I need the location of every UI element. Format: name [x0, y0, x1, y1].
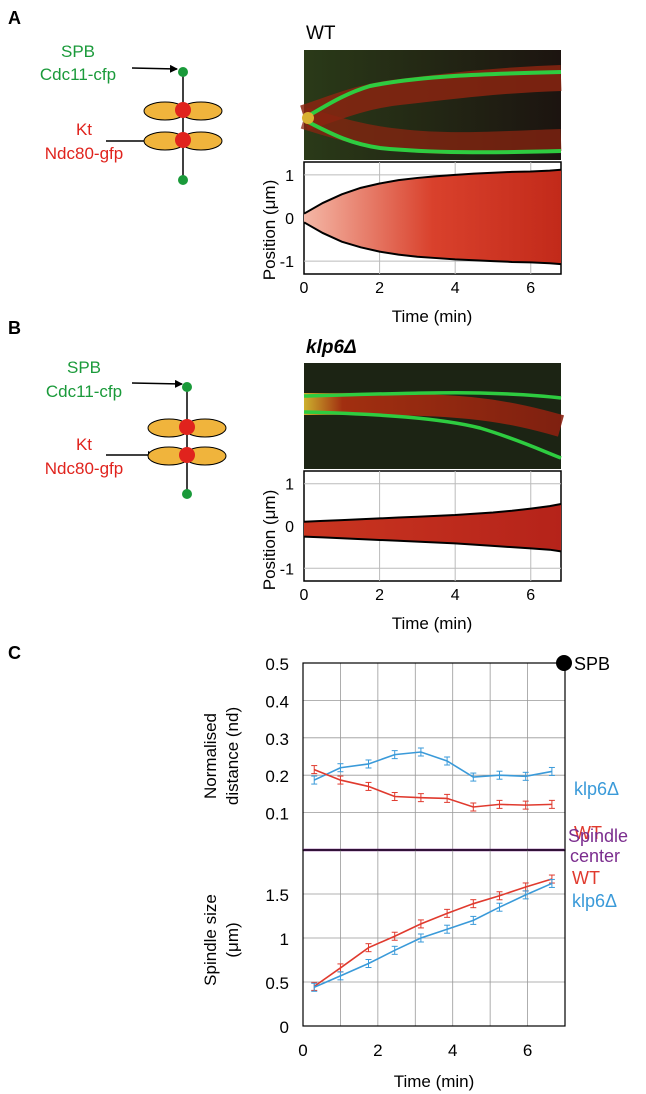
- x-tick-label: 4: [451, 587, 460, 604]
- x-axis-label-b: Time (min): [392, 614, 473, 633]
- y-tick-label: 0.1: [265, 805, 289, 824]
- spb-trace-upper-a: [303, 168, 562, 215]
- size-chart: 1.5 1 0.5 00 2 4 6 Spindle size (μm) Time (min…: [201, 849, 617, 1091]
- series-line-klp6: [313, 882, 553, 989]
- x-tick-label: 6: [526, 587, 535, 604]
- kt-dot-top: [179, 419, 195, 435]
- kt-distribution-area-b: [304, 504, 561, 552]
- legend-klp6-top: klp6Δ: [574, 779, 619, 799]
- spb-marker-label: Cdc11-cfp: [46, 382, 122, 401]
- micrograph-b: [303, 363, 565, 469]
- series-line-klp6: [313, 751, 553, 781]
- y-tick-label: 0.4: [265, 692, 289, 711]
- x-axis-label-a: Time (min): [392, 307, 473, 326]
- kymograph-chart-a: 0 2 4 6 1 0 -1 Position (μm) Time (min): [260, 161, 562, 326]
- y-tick-label: 0.3: [265, 730, 289, 749]
- y-tick-label: 1: [285, 168, 294, 185]
- y-tick-label: 0: [280, 1018, 289, 1037]
- spb-label: SPB: [574, 654, 610, 674]
- y-tick-label: 1: [280, 930, 289, 949]
- y-tick-label: 0: [285, 519, 294, 536]
- spb-name-label: SPB: [61, 42, 95, 61]
- x-tick-label: 2: [375, 280, 384, 297]
- y-tick-label: -1: [280, 254, 294, 271]
- kt-dot-bottom: [179, 447, 195, 463]
- spb-trace-upper-b: [303, 503, 562, 523]
- kt-marker-label: Ndc80-gfp: [45, 459, 123, 478]
- x-tick-label: 4: [451, 280, 460, 297]
- panel-letter-b: B: [8, 318, 21, 338]
- y-tick-label: 0.5: [265, 974, 289, 993]
- spindle-center-label-line2: center: [570, 846, 620, 866]
- spb-name-label: SPB: [67, 358, 101, 377]
- x-tick-label: 0: [300, 280, 309, 297]
- spb-arrow: [131, 64, 178, 73]
- spb-dot-bottom: [178, 175, 188, 185]
- x-axis-label-size: Time (min): [394, 1072, 475, 1091]
- spb-dot-top: [182, 382, 192, 392]
- panel-title-klp6: klp6Δ: [306, 337, 357, 358]
- x-tick-label: 6: [523, 1041, 532, 1060]
- y-axis-label-size-line1: Spindle size: [201, 894, 220, 986]
- y-axis-label-size-line2: (μm): [223, 922, 242, 957]
- panel-letter-a: A: [8, 8, 21, 28]
- y-axis-label-nd-line2: distance (nd): [223, 707, 242, 805]
- x-tick-label: 2: [375, 587, 384, 604]
- schematic-a: SPB Cdc11-cfp Kt Ndc80-gfp: [40, 42, 223, 185]
- spb-marker-label: Cdc11-cfp: [40, 65, 116, 84]
- y-tick-label: 0.2: [265, 767, 289, 786]
- nd-chart: 0.5 0.4 0.3 0.2 0.1 Normalised distance (nd)…: [201, 654, 619, 851]
- x-tick-label: 4: [448, 1041, 457, 1060]
- kt-distribution-area-a: [304, 169, 561, 265]
- y-axis-label-b: Position (μm): [260, 490, 279, 590]
- y-axis-label-nd-line1: Normalised: [201, 713, 220, 799]
- y-tick-label: 1: [285, 477, 294, 494]
- y-tick-label: -1: [280, 561, 294, 578]
- y-axis-label-a: Position (μm): [260, 180, 279, 280]
- spb-marker-dot: [556, 655, 572, 671]
- x-tick-label: 2: [373, 1041, 382, 1060]
- kt-dot-top: [175, 102, 191, 118]
- spb-dot-top: [178, 67, 188, 77]
- micrograph-a: [300, 50, 562, 160]
- kymograph-chart-b: 0 2 4 6 1 0 -1 Position (μm) Time (min): [260, 470, 562, 633]
- spb-trace-lower-b: [303, 535, 562, 553]
- legend-wt-top: WT: [574, 823, 602, 843]
- kt-dot-bottom: [175, 132, 191, 148]
- plot-frame-size: [302, 849, 566, 1027]
- panel-title-wt: WT: [306, 23, 336, 44]
- spb-dot-bottom: [182, 489, 192, 499]
- kt-name-label: Kt: [76, 435, 92, 454]
- spb-trace-lower-a: [303, 221, 562, 266]
- legend-klp6-bottom: klp6Δ: [572, 891, 617, 911]
- y-tick-label: 0: [285, 211, 294, 228]
- kt-marker-label: Ndc80-gfp: [45, 144, 123, 163]
- x-tick-label: 0: [298, 1041, 307, 1060]
- panel-letter-c: C: [8, 643, 21, 663]
- spb-arrow: [131, 379, 183, 388]
- y-tick-label: 1.5: [265, 886, 289, 905]
- x-tick-label: 6: [526, 280, 535, 297]
- schematic-b: SPB Cdc11-cfp Kt Ndc80-gfp: [45, 358, 227, 499]
- spindle-center-label-line1: Spindle: [568, 826, 628, 846]
- y-tick-label: 0.5: [265, 655, 289, 674]
- series-line-wt: [313, 768, 552, 808]
- x-tick-label: 0: [300, 587, 309, 604]
- legend-wt-bottom: WT: [572, 868, 600, 888]
- series-line-wt: [313, 878, 553, 988]
- kt-name-label: Kt: [76, 120, 92, 139]
